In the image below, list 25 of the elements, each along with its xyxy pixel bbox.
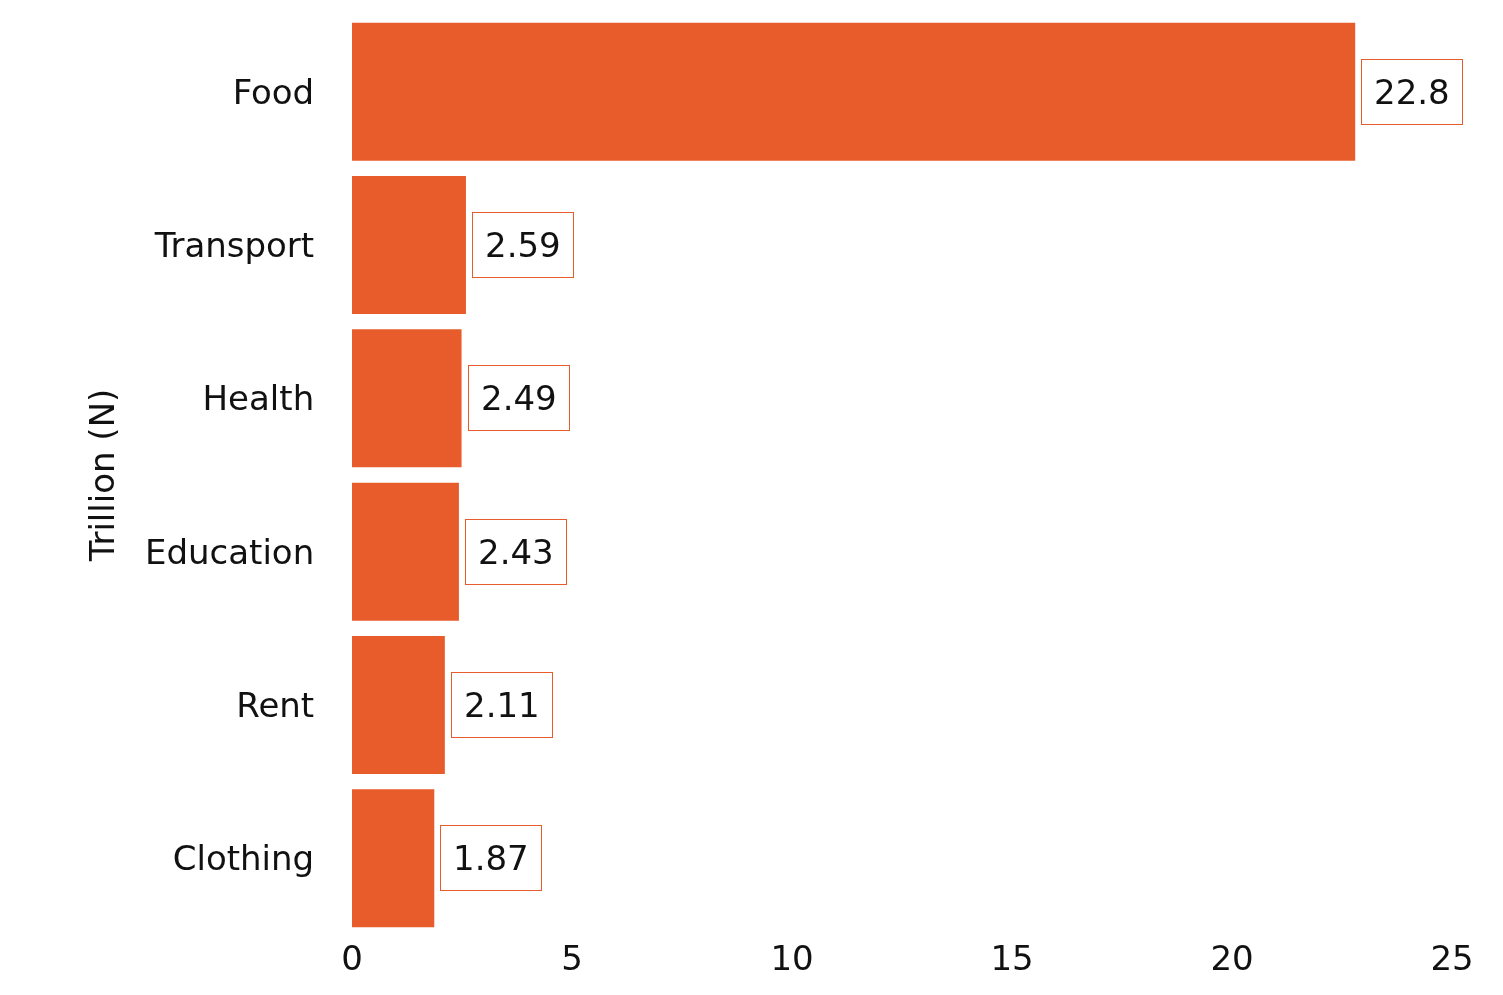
- y-tick-label: Rent: [236, 684, 315, 725]
- x-tick-label: 10: [770, 938, 814, 978]
- bar: [352, 636, 445, 774]
- y-tick-label: Health: [202, 378, 315, 419]
- data-label: 2.11: [464, 685, 540, 725]
- x-tick-label: 5: [561, 938, 583, 978]
- bar: [352, 329, 462, 468]
- data-label: 1.87: [453, 838, 529, 878]
- bar: [352, 482, 459, 621]
- x-tick-label: 0: [341, 938, 363, 978]
- data-label: 2.59: [485, 225, 561, 265]
- y-tick-label: Education: [144, 531, 315, 572]
- x-tick-label: 15: [990, 938, 1034, 978]
- data-label: 2.49: [481, 378, 557, 418]
- x-tick-label: 25: [1430, 938, 1474, 978]
- y-axis-title: Trillion (N): [81, 388, 122, 563]
- bar: [352, 22, 1356, 161]
- bar: [352, 789, 435, 928]
- y-tick-label: Transport: [153, 224, 315, 265]
- data-label: 2.43: [478, 532, 554, 572]
- bar: [352, 176, 466, 314]
- data-label: 22.8: [1374, 72, 1450, 112]
- y-tick-label: Food: [232, 71, 315, 112]
- x-tick-label: 20: [1210, 938, 1254, 978]
- y-tick-label: Clothing: [172, 838, 315, 879]
